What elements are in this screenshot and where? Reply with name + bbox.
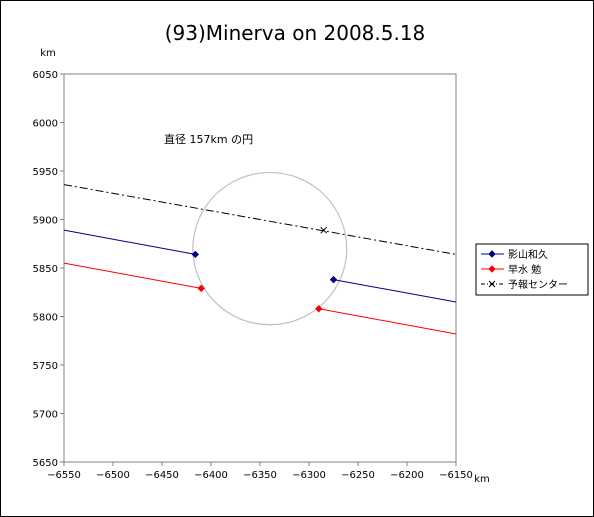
legend-marker-1 (488, 265, 496, 273)
axis-ticks: −6550 −6500 −6450 −6400 −6350 −6300 −6250 −6200… (33, 70, 473, 481)
y-tick-label-2: 5750 (33, 361, 58, 372)
series-0-point-0 (191, 250, 200, 259)
y-tick-label-6: 5950 (33, 167, 58, 178)
legend-label-1: 早水 勉 (508, 263, 541, 276)
series-0-line-1 (333, 279, 457, 303)
x-tick-label-6: −6250 (341, 470, 375, 481)
series-0-point-1 (329, 275, 338, 284)
series-1-point-0 (197, 284, 205, 293)
y-axis-unit: km (40, 48, 56, 59)
series-1-line-1 (318, 308, 457, 335)
legend-marker-0 (488, 250, 496, 258)
legend-label-2: 予報センター (508, 279, 568, 291)
legend-marker-2 (488, 280, 496, 288)
series-1-line-0 (63, 262, 202, 289)
y-tick-label-5: 5900 (33, 216, 58, 227)
legend-label-0: 影山和久 (508, 249, 548, 261)
series-1-point-1 (315, 305, 323, 313)
x-tick-label-1: −6500 (96, 470, 130, 481)
x-tick-label-3: −6400 (194, 470, 228, 481)
diameter-circle (192, 171, 348, 326)
plot-area (63, 73, 457, 463)
y-tick-label-3: 5800 (33, 313, 58, 324)
chart-marks (63, 171, 457, 335)
x-tick-label-4: −6350 (243, 470, 277, 481)
series-2-point-0 (320, 226, 328, 234)
x-tick-label-7: −6200 (390, 470, 424, 481)
chart-title: (93)Minerva on 2008.5.18 (165, 21, 426, 45)
y-tick-label-1: 5700 (33, 410, 58, 421)
circle-annotation: 直径 157km の円 (164, 132, 253, 146)
x-axis-unit: km (474, 474, 490, 485)
y-tick-label-0: 5650 (33, 458, 58, 469)
y-tick-label-4: 5850 (33, 264, 58, 275)
x-tick-label-5: −6300 (292, 470, 326, 481)
series-0-line-0 (63, 229, 196, 255)
y-tick-label-7: 6000 (33, 119, 58, 130)
x-tick-label-2: −6450 (145, 470, 179, 481)
y-tick-label-8: 6050 (33, 70, 58, 81)
x-tick-label-8: −6150 (439, 470, 473, 481)
x-tick-label-0: −6550 (47, 470, 81, 481)
series-2-line-0 (63, 184, 457, 255)
